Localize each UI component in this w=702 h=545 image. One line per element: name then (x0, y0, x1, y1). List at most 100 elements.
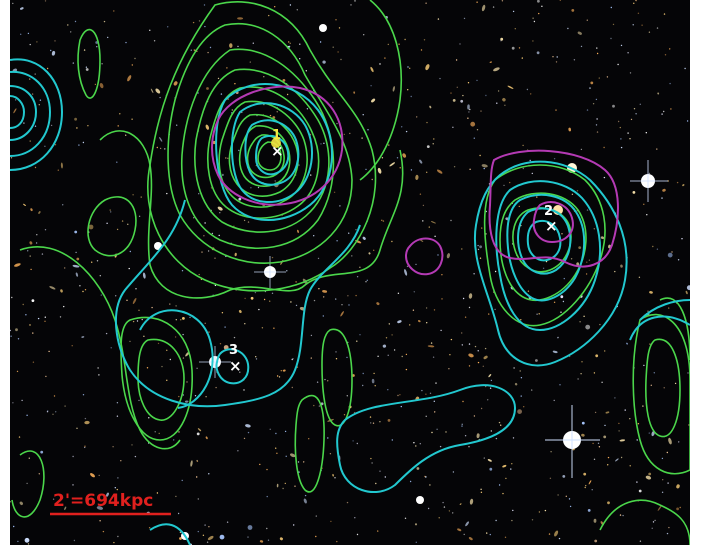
star (627, 52, 629, 54)
star (363, 34, 365, 36)
galaxy (620, 264, 623, 268)
star (194, 395, 197, 397)
star (36, 234, 38, 236)
star (76, 127, 78, 129)
star (579, 321, 581, 323)
star (17, 540, 19, 543)
star (514, 28, 516, 30)
star (178, 395, 180, 398)
marker-1-cross-icon: × (271, 142, 284, 160)
star (18, 436, 21, 438)
star (29, 255, 31, 257)
star (441, 298, 443, 300)
galaxy (217, 206, 223, 211)
star (433, 309, 436, 311)
star (587, 509, 591, 512)
star (44, 0, 47, 2)
star (276, 452, 278, 454)
star (684, 67, 686, 70)
galaxy (197, 428, 202, 432)
star (21, 399, 23, 402)
star (371, 462, 373, 464)
galaxy (370, 66, 374, 73)
star (31, 299, 35, 302)
star (365, 281, 367, 283)
galaxy (368, 252, 371, 255)
star (46, 67, 49, 70)
star (436, 428, 438, 430)
star (580, 45, 583, 48)
star (667, 252, 673, 258)
star (595, 98, 598, 101)
star (55, 411, 57, 413)
star (477, 248, 480, 251)
star (629, 418, 631, 420)
galaxy (127, 75, 132, 82)
star (50, 124, 53, 127)
galaxy (90, 473, 95, 478)
star (335, 358, 338, 360)
star (663, 13, 666, 15)
star (489, 467, 493, 471)
star (313, 404, 315, 407)
star (629, 465, 631, 467)
star (110, 211, 112, 213)
star (584, 486, 586, 489)
star (489, 387, 492, 389)
star (138, 215, 141, 217)
star (116, 415, 119, 417)
star (586, 19, 588, 21)
star (97, 367, 99, 369)
star (397, 394, 399, 397)
star (266, 495, 268, 498)
star (151, 306, 153, 309)
galaxy (362, 236, 366, 240)
star (24, 537, 30, 543)
star (377, 355, 379, 357)
star (686, 120, 689, 122)
galaxy (668, 437, 672, 445)
star (99, 520, 101, 522)
star (498, 484, 501, 486)
star (284, 482, 286, 485)
star (338, 27, 341, 29)
star (26, 414, 28, 416)
star (189, 316, 191, 319)
star (406, 265, 409, 268)
star (398, 43, 400, 45)
star (462, 94, 464, 97)
star (635, 0, 637, 1)
star (668, 526, 670, 529)
star (504, 536, 507, 538)
galaxy (38, 211, 41, 214)
star (517, 409, 522, 414)
star (175, 495, 177, 498)
galaxy (99, 83, 104, 89)
star (181, 479, 183, 482)
star (182, 333, 184, 336)
star (22, 303, 24, 306)
star (73, 539, 76, 542)
star (652, 245, 654, 248)
star (381, 157, 384, 159)
star (295, 304, 298, 307)
star (681, 238, 683, 240)
star (388, 144, 390, 146)
star (483, 167, 485, 170)
star (420, 49, 423, 51)
star (427, 507, 430, 510)
star (437, 18, 440, 20)
star (10, 157, 13, 159)
star (538, 313, 540, 315)
star (205, 396, 207, 398)
galaxy (237, 17, 244, 20)
star (425, 393, 427, 395)
star (225, 157, 227, 159)
star (255, 358, 258, 360)
star (250, 296, 254, 300)
star (666, 451, 668, 454)
star (526, 88, 529, 91)
star (570, 258, 573, 260)
galaxy (282, 369, 286, 372)
star (567, 27, 569, 30)
